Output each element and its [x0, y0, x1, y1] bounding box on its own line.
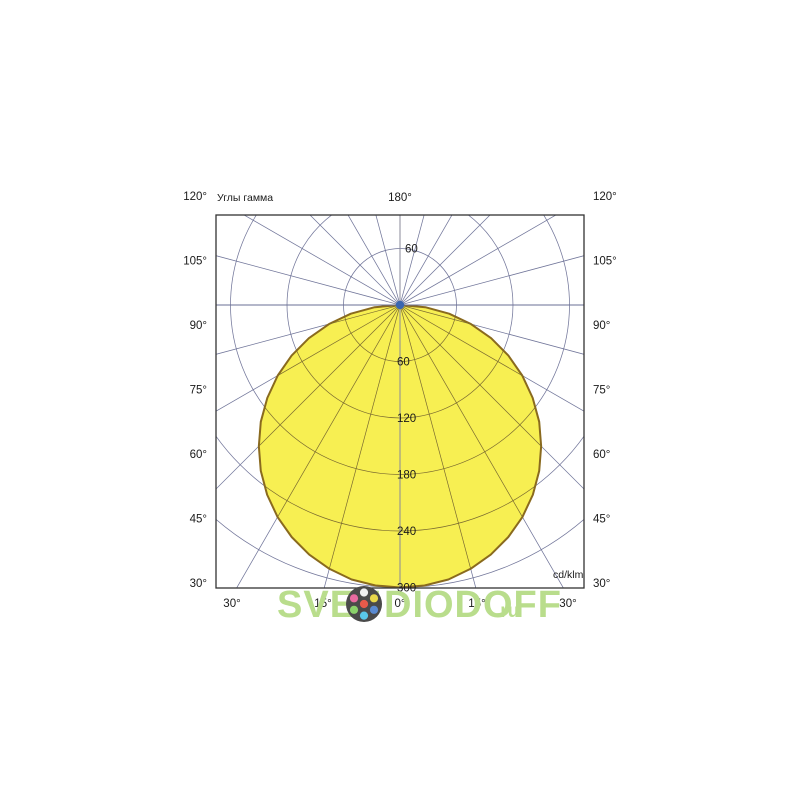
grid-ray-inner: [399, 305, 542, 588]
grid-ray: [216, 255, 401, 306]
gamma-tick-right: 75°: [593, 385, 610, 397]
grid-ray-inner: [258, 305, 401, 588]
gamma-tick-left: 75°: [190, 385, 207, 397]
gamma-tick-right: 120°: [593, 191, 617, 203]
gamma-tick-bottom: 30°: [223, 598, 240, 610]
grid-ray: [399, 215, 557, 306]
radial-tick-label: 240: [397, 526, 416, 538]
grid-ray-inner: [399, 305, 542, 588]
grid-ray: [243, 215, 401, 306]
gamma-tick-left: 60°: [190, 449, 207, 461]
radial-tick-label: 180: [397, 470, 416, 482]
gamma-tick-bottom: 15°: [314, 598, 331, 610]
grid-ray-inner: [399, 305, 542, 415]
radial-tick-label: 60: [405, 244, 418, 256]
grid-ray-inner: [399, 305, 510, 588]
axis-tick-labels: 120° 105° 90° 75° 60° 45° 30° 120° 105° 90° 75° 60°…: [183, 191, 617, 610]
grid-ray-inner: [290, 305, 401, 588]
origin-marker: [395, 300, 405, 310]
grid-ray-inner: [258, 305, 401, 588]
gamma-tick-top: 180°: [388, 192, 412, 204]
grid-ray: [347, 215, 401, 306]
gamma-tick-left: 105°: [183, 256, 207, 268]
grid-ray-inner: [258, 305, 401, 415]
gamma-tick-left: 120°: [183, 191, 207, 203]
gamma-tick-bottom: 15°: [468, 598, 485, 610]
gamma-tick-left: 30°: [190, 578, 207, 590]
grid-ray: [375, 215, 401, 306]
grid-ray: [309, 215, 401, 306]
gamma-axis-title: Углы гамма: [217, 192, 273, 204]
grid-ray: [399, 215, 453, 306]
gamma-tick-left: 90°: [190, 320, 207, 332]
grid-ray: [399, 215, 425, 306]
grid-ray-inner: [399, 305, 542, 516]
grid-ray: [399, 255, 584, 306]
unit-label: cd/klm: [553, 569, 584, 581]
gamma-tick-bottom: 30°: [559, 598, 576, 610]
grid-ray-inner: [258, 305, 401, 516]
gamma-tick-right: 45°: [593, 514, 610, 526]
gamma-tick-bottom: 0°: [395, 598, 406, 610]
gamma-tick-right: 60°: [593, 449, 610, 461]
plot-frame: [215, 214, 585, 589]
radial-tick-label: 300: [397, 583, 416, 595]
gamma-tick-right: 90°: [593, 320, 610, 332]
gamma-tick-right: 105°: [593, 256, 617, 268]
radial-tick-label: 120: [397, 413, 416, 425]
gamma-tick-left: 45°: [190, 514, 207, 526]
gamma-tick-right: 30°: [593, 578, 610, 590]
radial-tick-label: 60: [397, 357, 410, 369]
grid-ray: [399, 215, 491, 306]
